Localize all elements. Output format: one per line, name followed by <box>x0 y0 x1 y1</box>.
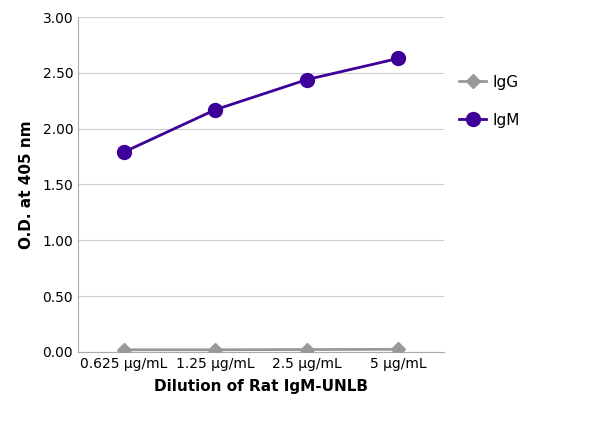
X-axis label: Dilution of Rat IgM-UNLB: Dilution of Rat IgM-UNLB <box>154 379 368 394</box>
IgM <box>395 56 402 61</box>
IgG <box>395 347 402 352</box>
IgG <box>212 347 219 352</box>
IgG <box>303 347 310 352</box>
Line: IgM: IgM <box>117 51 405 159</box>
Line: IgG: IgG <box>119 344 403 355</box>
IgM <box>120 150 127 155</box>
IgM <box>303 77 310 82</box>
Legend: IgG, IgM: IgG, IgM <box>459 75 520 128</box>
Y-axis label: O.D. at 405 nm: O.D. at 405 nm <box>19 120 34 249</box>
IgM <box>212 107 219 112</box>
IgG <box>120 347 127 352</box>
